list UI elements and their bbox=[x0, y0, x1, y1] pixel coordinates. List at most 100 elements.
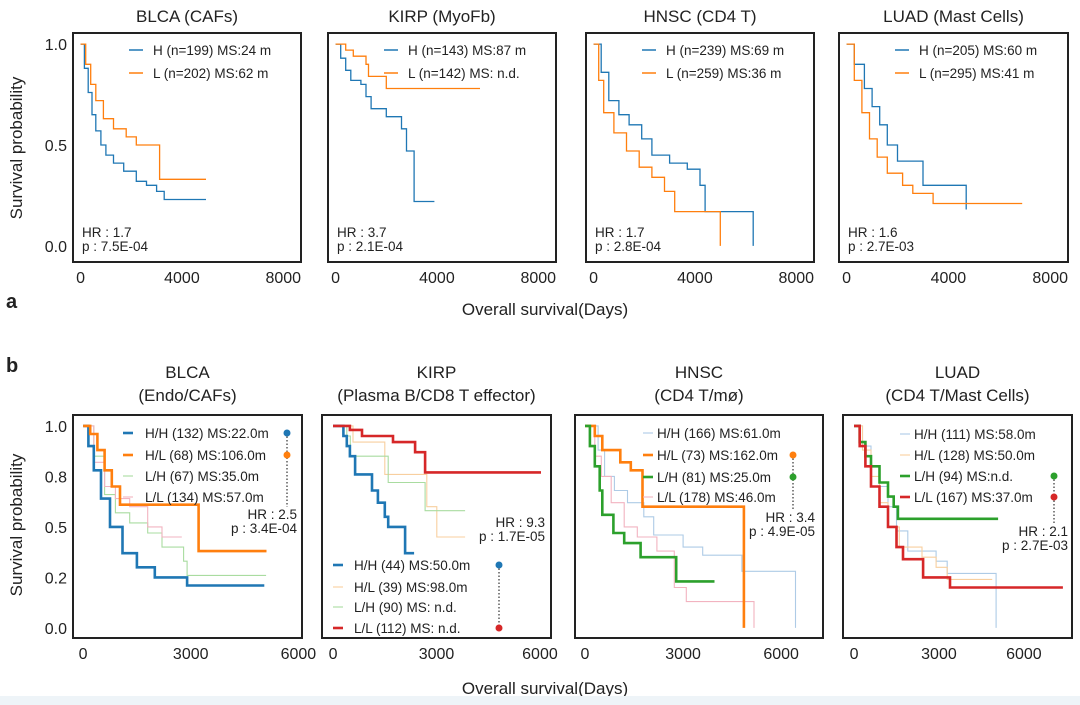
y-tick-label: 0.0 bbox=[45, 621, 67, 638]
survival-curve-H-L bbox=[585, 424, 746, 628]
survival-curve-L-H bbox=[585, 424, 715, 583]
survival-curve-L bbox=[593, 43, 721, 246]
x-tick-label: 0 bbox=[589, 270, 598, 287]
y-axis-label-a: Survival probability bbox=[7, 76, 26, 219]
x-tick-label: 0 bbox=[79, 646, 88, 663]
x-tick-label: 3000 bbox=[921, 646, 957, 663]
legend-label: L/L (112) MS: n.d. bbox=[354, 621, 461, 636]
survival-curve-L-L bbox=[585, 425, 755, 628]
legend-label: L (n=259) MS:36 m bbox=[666, 66, 781, 81]
x-tick-label: 4000 bbox=[677, 270, 713, 287]
panel-subtitle: (Plasma B/CD8 T effector) bbox=[337, 386, 535, 405]
comparison-dot bbox=[1050, 493, 1058, 501]
survival-curve-L-L bbox=[83, 425, 182, 538]
survival-curve-H bbox=[593, 43, 754, 246]
legend-label: L/L (134) MS:57.0m bbox=[145, 490, 264, 505]
survival-curve-L-H bbox=[333, 425, 466, 512]
y-tick-label: 1.0 bbox=[45, 419, 67, 436]
p-value: p : 2.7E-03 bbox=[1002, 538, 1068, 553]
hazard-ratio: HR : 3.4 bbox=[765, 510, 815, 525]
km-panel-b-2: KIRP (Plasma B/CD8 T effector) 0 3000 6000 H/… bbox=[321, 363, 558, 663]
survival-curve-L-H bbox=[854, 424, 999, 521]
hazard-ratio: HR : 1.6 bbox=[848, 225, 898, 240]
p-value: p : 1.7E-05 bbox=[479, 529, 545, 544]
legend-label: L/L (167) MS:37.0m bbox=[914, 490, 1033, 505]
panel-title: LUAD (Mast Cells) bbox=[883, 7, 1024, 26]
x-tick-label: 4000 bbox=[931, 270, 967, 287]
x-axis-label-b: Overall survival(Days) bbox=[462, 679, 628, 698]
hazard-ratio: HR : 1.7 bbox=[82, 225, 132, 240]
comparison-dot bbox=[789, 451, 797, 459]
bottom-strip bbox=[0, 696, 1080, 705]
plot-frame bbox=[838, 32, 1069, 263]
comparison-dot bbox=[495, 561, 503, 569]
survival-curve-L-L bbox=[333, 424, 541, 474]
y-tick-label: 0.0 bbox=[45, 239, 67, 256]
x-axis-label-a: Overall survival(Days) bbox=[462, 300, 628, 319]
plot-frame bbox=[574, 414, 824, 639]
legend-label: H (n=205) MS:60 m bbox=[919, 43, 1037, 58]
km-panel-a-2: KIRP (MyoFb) 0 4000 8000 H (n=143) MS:87 m L … bbox=[327, 7, 557, 287]
x-tick-label: 8000 bbox=[1032, 270, 1068, 287]
p-value: p : 2.1E-04 bbox=[337, 239, 404, 254]
x-tick-label: 8000 bbox=[265, 270, 301, 287]
survival-curve-H bbox=[335, 43, 435, 203]
x-tick-label: 6000 bbox=[763, 646, 799, 663]
x-tick-label: 0 bbox=[76, 270, 85, 287]
panel-subtitle: (CD4 T/Mast Cells) bbox=[885, 386, 1029, 405]
legend-label: L (n=142) MS: n.d. bbox=[408, 66, 520, 81]
y-tick-label: 0.2 bbox=[45, 570, 67, 587]
x-tick-label: 6000 bbox=[522, 646, 558, 663]
legend-label: L/H (81) MS:25.0m bbox=[657, 470, 771, 485]
survival-curve-H bbox=[80, 43, 206, 201]
x-tick-label: 4000 bbox=[419, 270, 455, 287]
panel-subtitle: (CD4 T/mø) bbox=[654, 386, 743, 405]
y-tick-label: 0.8 bbox=[45, 469, 67, 486]
plot-frame bbox=[72, 32, 302, 263]
x-tick-label: 0 bbox=[581, 646, 590, 663]
legend-label: H (n=143) MS:87 m bbox=[408, 43, 526, 58]
panel-title: KIRP (MyoFb) bbox=[388, 7, 495, 26]
plot-frame bbox=[842, 414, 1073, 639]
km-panel-a-3: HNSC (CD4 T) 0 4000 8000 H (n=239) MS:69 m L … bbox=[585, 7, 815, 287]
panel-title: LUAD bbox=[935, 363, 980, 382]
panel-title: HNSC (CD4 T) bbox=[643, 7, 756, 26]
comparison-dot bbox=[1050, 472, 1058, 480]
x-tick-label: 3000 bbox=[419, 646, 455, 663]
p-value: p : 7.5E-04 bbox=[82, 239, 149, 254]
x-tick-label: 8000 bbox=[778, 270, 814, 287]
plot-frame bbox=[327, 32, 557, 263]
survival-curve-L bbox=[80, 43, 206, 180]
legend-label: H/L (39) MS:98.0m bbox=[354, 580, 468, 595]
panel-title: HNSC bbox=[675, 363, 723, 382]
comparison-dot bbox=[283, 429, 291, 437]
km-panel-a-1: BLCA (CAFs) 0 4000 8000 0.0 0.5 1.0 H (n=199) M… bbox=[45, 7, 302, 287]
legend-label: L/H (94) MS:n.d. bbox=[914, 469, 1013, 484]
survival-curve-H-H bbox=[333, 424, 415, 555]
legend-label: L/H (67) MS:35.0m bbox=[145, 469, 259, 484]
hazard-ratio: HR : 3.7 bbox=[337, 225, 387, 240]
comparison-dot bbox=[789, 473, 797, 481]
survival-curve-L bbox=[846, 43, 1023, 205]
plot-frame bbox=[321, 414, 552, 639]
panel-label-a: a bbox=[6, 291, 18, 313]
km-panel-a-4: LUAD (Mast Cells) 0 4000 8000 H (n=205) MS:6… bbox=[838, 7, 1069, 287]
x-tick-label: 8000 bbox=[520, 270, 556, 287]
x-tick-label: 0 bbox=[331, 270, 340, 287]
legend-label: H/H (132) MS:22.0m bbox=[145, 426, 269, 441]
hazard-ratio: HR : 1.7 bbox=[595, 225, 645, 240]
p-value: p : 3.4E-04 bbox=[231, 521, 298, 536]
survival-curve-H-H bbox=[585, 425, 797, 628]
y-tick-label: 0.5 bbox=[45, 520, 67, 537]
x-tick-label: 3000 bbox=[173, 646, 209, 663]
y-tick-label: 1.0 bbox=[45, 37, 67, 54]
survival-curve-H bbox=[846, 43, 967, 210]
panel-label-b: b bbox=[6, 355, 18, 377]
legend-label: L (n=295) MS:41 m bbox=[919, 66, 1034, 81]
panel-title: BLCA (CAFs) bbox=[136, 7, 238, 26]
x-tick-label: 4000 bbox=[164, 270, 200, 287]
x-tick-label: 6000 bbox=[281, 646, 317, 663]
legend-label: H/H (166) MS:61.0m bbox=[657, 426, 781, 441]
x-tick-label: 0 bbox=[329, 646, 338, 663]
